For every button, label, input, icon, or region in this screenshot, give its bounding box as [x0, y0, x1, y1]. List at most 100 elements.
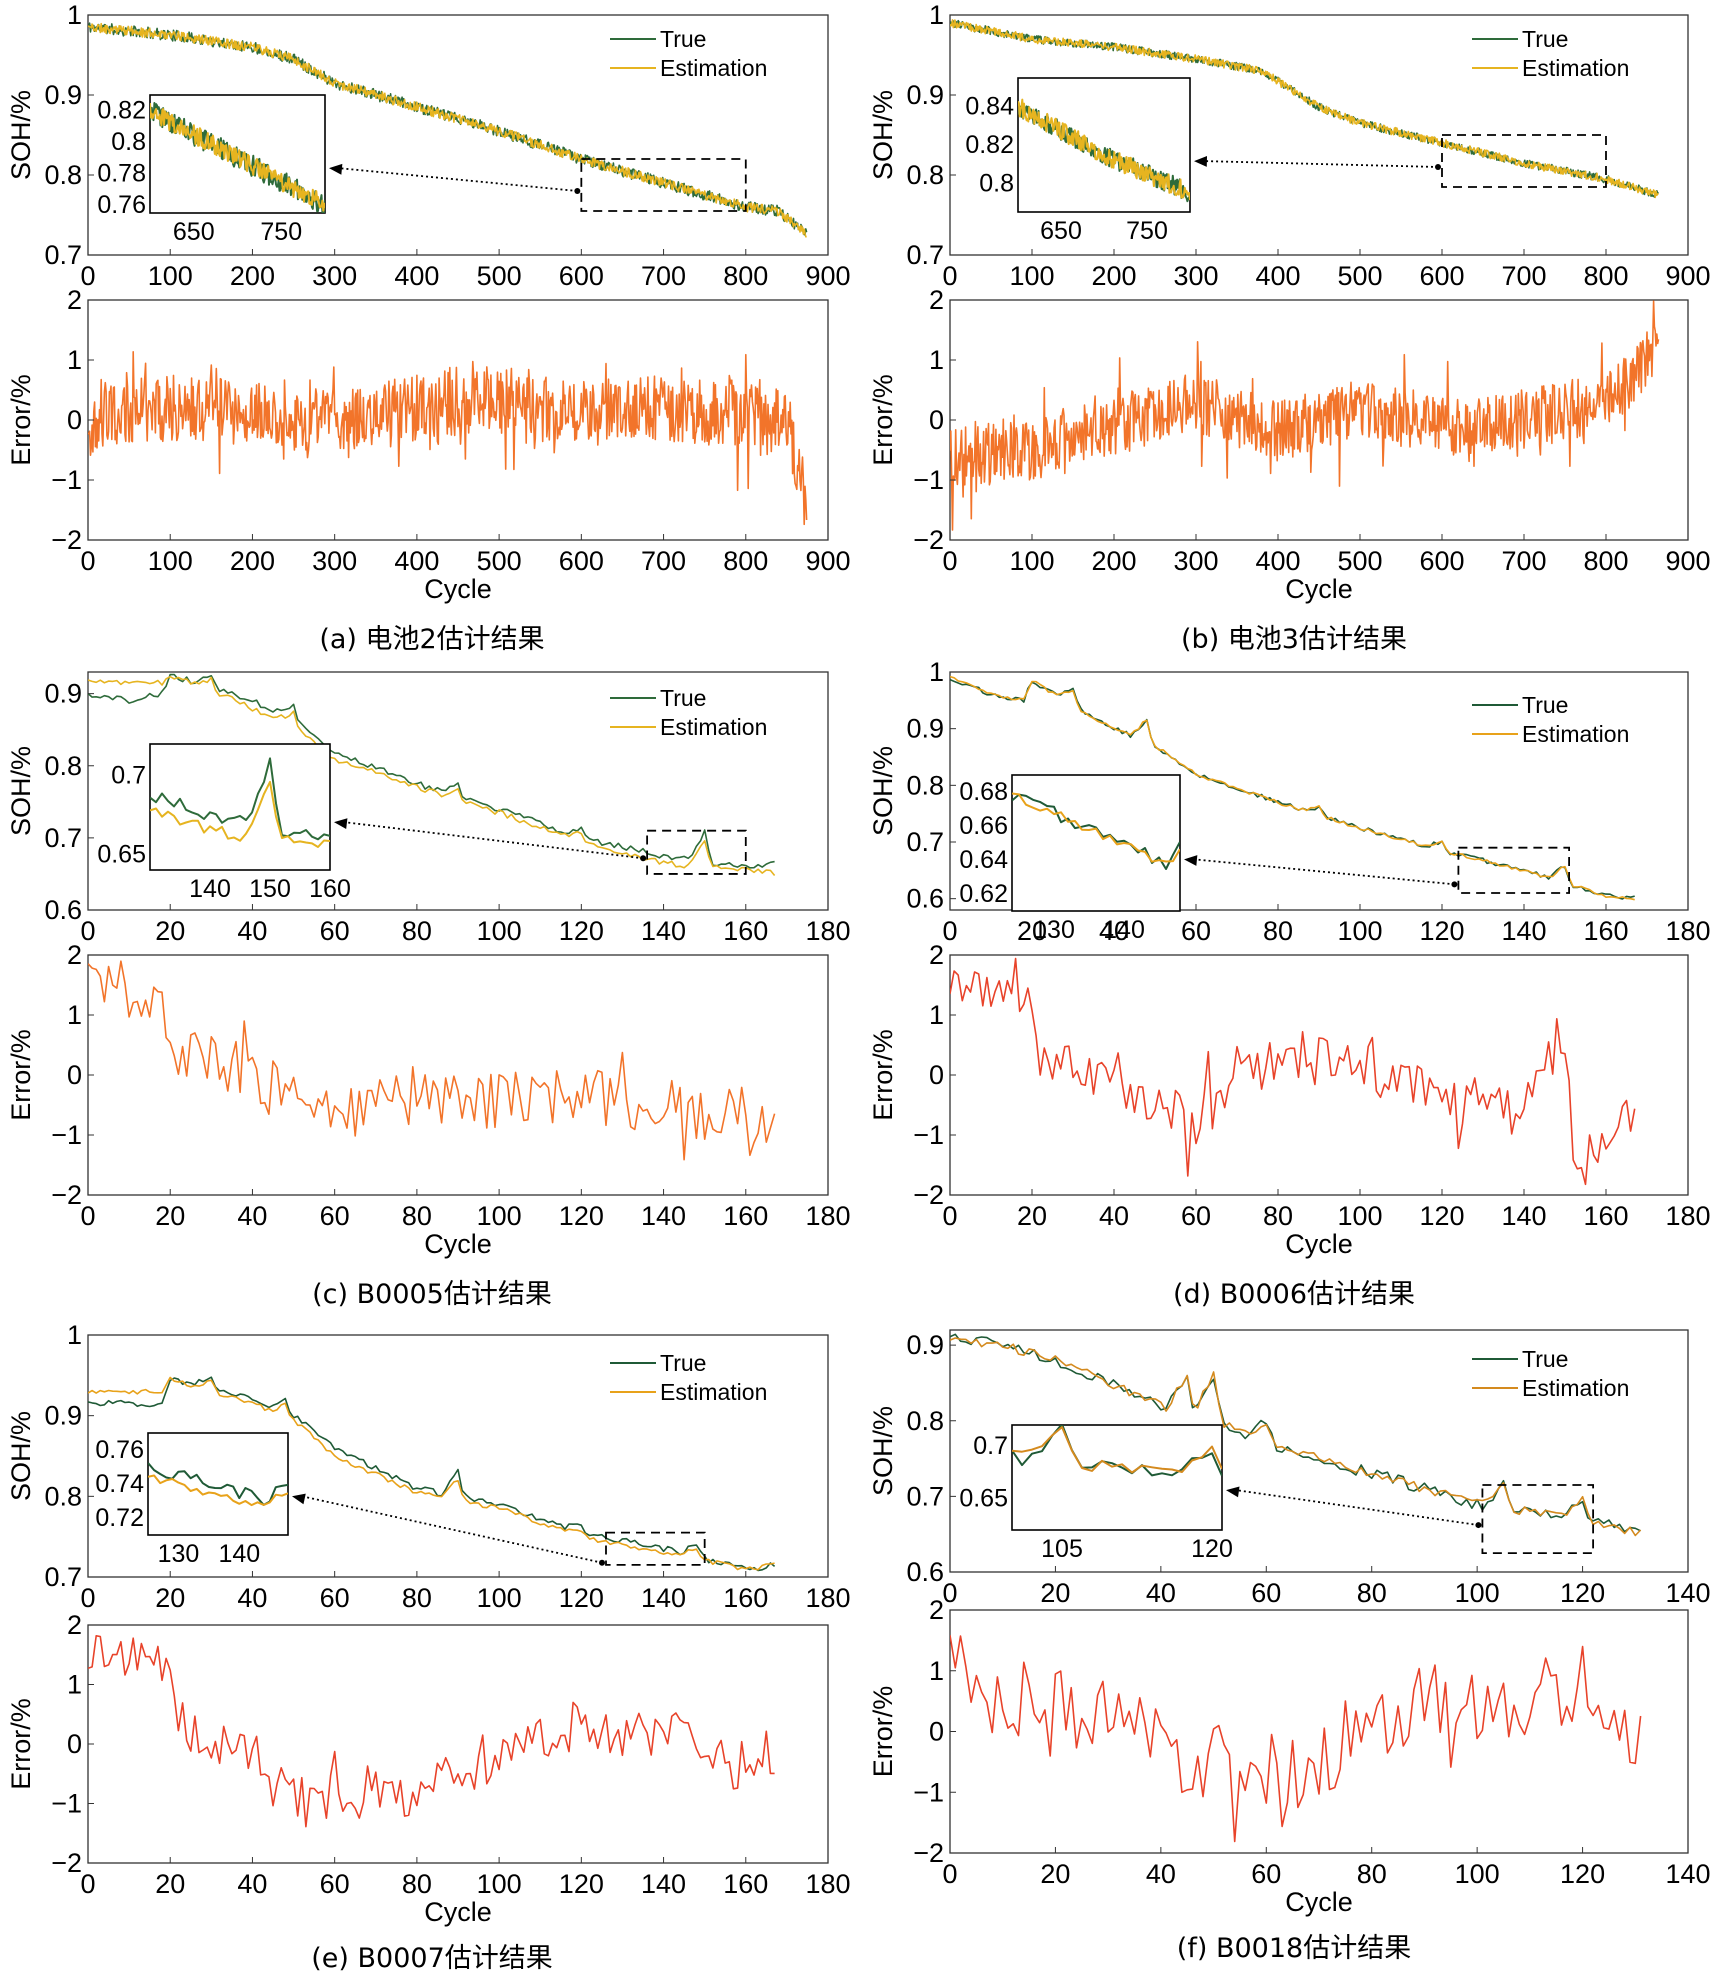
panel-c-error-xtick-label: 60 [320, 1201, 350, 1231]
panel-e-error-xtick-label: 80 [402, 1869, 432, 1899]
panel-c-error-xtick-label: 100 [477, 1201, 522, 1231]
zoom-arrow-d [1193, 858, 1455, 886]
panel-b-error-xtick-label: 400 [1255, 546, 1300, 576]
panel-c-error-xtick-label: 40 [237, 1201, 267, 1231]
panel-d-xlabel: Cycle [1285, 1229, 1353, 1259]
panel-e-soh-ylabel: SOH/% [6, 1411, 36, 1501]
panel-d-error-xtick-label: 140 [1501, 1201, 1546, 1231]
panel-b-soh-xtick-label: 800 [1583, 261, 1628, 291]
caption-f: (f) B0018估计结果 [1177, 1933, 1411, 1964]
panel-f-soh-xtick-label: 140 [1665, 1578, 1710, 1608]
panel-e-soh: 0 20 40 60 80 100 120 140 160 180 0.7 0.8 0.9 1 SOH/% T… [6, 1320, 851, 1613]
inset-f-ytick-label: 0.7 [973, 1432, 1008, 1460]
panel-a-error-xtick-label: 100 [148, 546, 193, 576]
panel-e-soh-ytick-label: 0.7 [44, 1562, 82, 1592]
panel-f-xlabel: Cycle [1285, 1887, 1353, 1917]
caption-b: (b) 电池3估计结果 [1181, 624, 1407, 655]
inset-b-estimation [1018, 98, 1190, 201]
series-a-error [88, 350, 808, 526]
legend-e-true-label: True [660, 1350, 706, 1376]
panel-d-error-xtick-label: 40 [1099, 1201, 1129, 1231]
inset-d-ytick-label: 0.66 [959, 812, 1008, 840]
panel-f-soh-ytick-label: 0.9 [906, 1330, 944, 1360]
legend-d-true-label: True [1522, 692, 1568, 718]
panel-e-soh-xtick-label: 20 [155, 1583, 185, 1613]
panel-e-soh-xtick-label: 0 [80, 1583, 95, 1613]
panel-f-error: 0 20 40 60 80 100 120 140 −2 −1 0 1 2 Error/% Cycle [868, 1595, 1711, 1917]
zoom-box-a [580, 158, 747, 212]
panel-c-error-ytick-label: −2 [51, 1180, 82, 1210]
series-b-estimation [950, 19, 1659, 199]
series-e-error [88, 1635, 775, 1828]
panel-a-soh-frame [87, 14, 829, 256]
panel-c-soh-xtick-label: 60 [320, 916, 350, 946]
panel-c-soh-frame [87, 671, 829, 911]
inset-e: 130 140 0.72 0.74 0.76 [95, 1432, 289, 1568]
inset-b-ytick-label: 0.82 [965, 131, 1014, 159]
panel-c-soh-xtick-label: 80 [402, 916, 432, 946]
panel-d-error: 0 20 40 60 80 100 120 140 160 180 −2 −1 0 1 2 Error/% Cy… [868, 940, 1711, 1259]
inset-b-xtick-label: 650 [1040, 217, 1082, 245]
panel-c-error-xtick-label: 80 [402, 1201, 432, 1231]
panel-b-error-xtick-label: 900 [1665, 546, 1710, 576]
panel-b-soh: 0 100 200 300 400 500 600 700 800 900 0.7 0.8 0.9 1 SO… [868, 0, 1711, 291]
panel-e-soh-xtick-label: 140 [641, 1583, 686, 1613]
inset-f-xtick-label: 120 [1191, 1535, 1233, 1563]
zoom-box-d [1457, 846, 1571, 894]
zoom-arrow-b-tail [1435, 164, 1441, 170]
panel-a-error-xtick-label: 400 [394, 546, 439, 576]
inset-d-xtick-label: 140 [1103, 916, 1145, 944]
panel-f-soh: 0 20 40 60 80 100 120 140 0.6 0.7 0.8 0.9 SOH/% True E… [868, 1329, 1711, 1608]
inset-a-ytick-label: 0.76 [97, 191, 146, 219]
caption-c: (c) B0005估计结果 [312, 1279, 552, 1310]
panel-a-soh-ylabel: SOH/% [6, 90, 36, 180]
inset-d-true [1012, 793, 1180, 870]
inset-c-true [150, 757, 330, 841]
panel-f-error-xtick-label: 20 [1040, 1859, 1070, 1889]
panel-f-soh-frame [949, 1329, 1689, 1573]
panel-e-soh-ytick-label: 1 [67, 1320, 82, 1350]
panel-f-error-xtick-label: 80 [1357, 1859, 1387, 1889]
legend-f-estimation-label: Estimation [1522, 1375, 1629, 1401]
panel-d-error-ylabel: Error/% [868, 1029, 898, 1121]
inset-a-estimation [150, 103, 325, 212]
zoom-arrow-e [301, 1495, 603, 1564]
panel-a-soh-ytick-label: 0.8 [44, 160, 82, 190]
panel-b-error-xtick-label: 700 [1501, 546, 1546, 576]
panel-a-soh-xtick-label: 300 [312, 261, 357, 291]
panel-f-error-xtick-label: 0 [942, 1859, 957, 1889]
panel-f-error-ytick-label: 2 [929, 1595, 944, 1625]
panel-c-soh-xtick-label: 140 [641, 916, 686, 946]
panel-f-soh-xtick-label: 40 [1146, 1578, 1176, 1608]
panel-e-soh-xtick-label: 40 [237, 1583, 267, 1613]
panel-a-error-ylabel: Error/% [6, 374, 36, 466]
panel-d-soh-xtick-label: 20 [1017, 916, 1047, 946]
panel-b-soh-xtick-label: 600 [1419, 261, 1464, 291]
panel-b-error-ytick-label: −2 [913, 525, 944, 555]
zoom-arrow-d-tail [1451, 881, 1458, 888]
panel-d-soh-ytick-label: 0.7 [906, 827, 944, 857]
panel-d-soh-xtick-label: 60 [1181, 916, 1211, 946]
panel-a-error-ytick-label: 2 [67, 285, 82, 315]
inset-e-xtick-label: 130 [158, 1540, 200, 1568]
legend-a: True Estimation [610, 26, 767, 81]
panel-a-error-xtick-label: 0 [80, 546, 95, 576]
panel-c-soh: 0 20 40 60 80 100 120 140 160 180 0.6 0.7 0.8 0.9 SOH/… [6, 671, 851, 946]
panel-e-soh-xtick-label: 120 [559, 1583, 604, 1613]
panel-a-error-xtick-label: 500 [477, 546, 522, 576]
panel-d-error-ytick-label: 0 [929, 1060, 944, 1090]
panel-f-soh-ytick-label: 0.7 [906, 1481, 944, 1511]
panel-d-error-xtick-label: 120 [1419, 1201, 1464, 1231]
series-c-error [88, 960, 776, 1161]
inset-b-ytick-label: 0.84 [965, 93, 1014, 121]
panel-b-error-xtick-label: 0 [942, 546, 957, 576]
inset-c-ytick-label: 0.7 [111, 762, 146, 790]
panel-d-soh-xtick-label: 40 [1099, 916, 1129, 946]
panel-e-error-xtick-label: 20 [155, 1869, 185, 1899]
panel-d-error-xtick-label: 60 [1181, 1201, 1211, 1231]
zoom-box-b [1441, 134, 1607, 188]
inset-f-xtick-label: 105 [1041, 1535, 1083, 1563]
panel-c-error-xtick-label: 20 [155, 1201, 185, 1231]
zoom-arrow-f-head [1226, 1486, 1240, 1498]
panel-a-error-xtick-label: 600 [559, 546, 604, 576]
